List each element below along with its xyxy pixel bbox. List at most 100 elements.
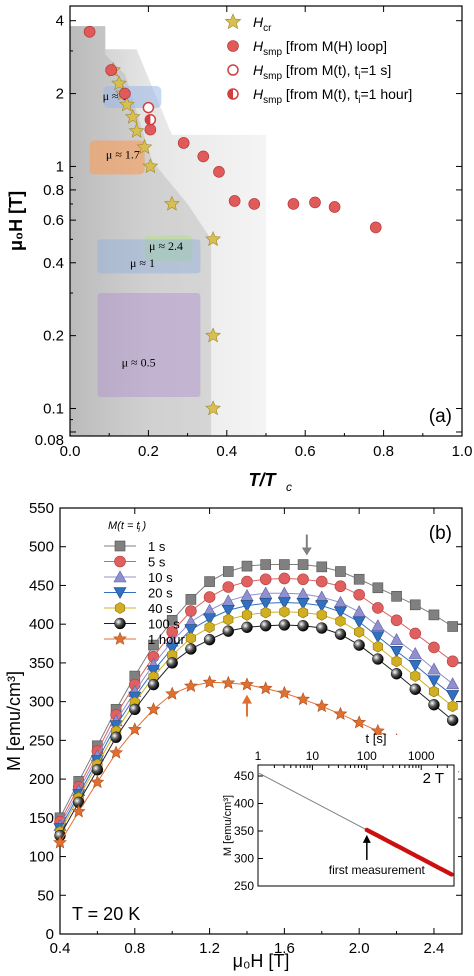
data-point-b [277, 597, 291, 610]
data-point-b [183, 678, 198, 693]
data-point-b [333, 606, 347, 619]
inset-x-axis-label: t [s] [366, 731, 387, 746]
legend-text-span: i [358, 71, 360, 82]
legend-title-sub: i [138, 525, 140, 534]
data-point-b [204, 621, 215, 634]
data-point-b [240, 677, 254, 691]
data-point-b [90, 774, 105, 789]
y-tick-label-b: 0 [46, 926, 54, 943]
legend-text-span: =1 hour] [360, 86, 412, 102]
data-point-b [409, 683, 421, 695]
data-point-b [314, 698, 329, 713]
legend-text-span: H [253, 38, 264, 54]
y-tick-label-a: 2 [56, 86, 64, 103]
inset-x-tick-label: 10 [306, 749, 320, 763]
data-point-b [241, 609, 253, 621]
series-line-b [59, 611, 453, 833]
inset-y-tick-label: 250 [234, 879, 254, 893]
data-point-b [446, 690, 460, 703]
mu-box-4 [97, 239, 201, 274]
y-tick-label-b: 550 [29, 500, 54, 517]
data-point-b [185, 605, 197, 617]
hsmp-circle-point [287, 198, 300, 210]
data-point-b [409, 599, 421, 611]
x-axis-label-b: μ₀H [T] [233, 951, 290, 971]
hsmp-circle-point [83, 25, 96, 38]
data-point-b [410, 670, 421, 682]
y-tick-label-b: 250 [29, 732, 54, 749]
y-tick-label-b: 500 [29, 539, 54, 556]
temperature-label: T = 20 K [72, 904, 140, 924]
legend-marker-open-circle [227, 64, 239, 76]
data-point-b [279, 559, 290, 570]
hsmp-circle-point [105, 64, 117, 76]
y-tick-label-a: 0.8 [43, 182, 64, 199]
hsmp-circle-point [213, 166, 225, 178]
hcr-star-point [205, 327, 221, 343]
y-tick-label-b: 450 [29, 577, 54, 594]
data-point-b [296, 692, 310, 706]
hsmp-circle-point [177, 137, 190, 149]
legend-text-span: smp [263, 95, 282, 106]
data-point-b [391, 655, 402, 668]
legend-label-b: 1 hour [148, 632, 186, 647]
data-point-b [372, 653, 384, 665]
panel-label-a: (a) [429, 406, 452, 427]
hcr-star-point [142, 158, 159, 174]
data-point-b [259, 620, 272, 632]
legend-label-b: 40 s [148, 601, 173, 616]
data-point-b [277, 685, 292, 700]
y-tick-label-b: 150 [29, 810, 54, 827]
data-point-b [147, 678, 160, 691]
y-tick-label-b: 400 [29, 616, 54, 633]
x-axis-label-a: T/T [249, 470, 278, 490]
y-tick-label-a: 0.1 [43, 401, 64, 418]
data-point-b [316, 622, 328, 634]
data-point-b [165, 686, 180, 700]
legend-title-b: M(t = t )i [108, 520, 147, 534]
data-point-b [409, 627, 422, 640]
legend-marker-star [224, 13, 242, 30]
legend-marker-b [114, 555, 126, 568]
data-point-b [203, 613, 217, 626]
data-point-b [241, 621, 253, 633]
data-point-b [428, 609, 440, 621]
legend-label-b: 5 s [148, 555, 166, 570]
inset-data-point [449, 872, 454, 877]
hsmp-circle-point [309, 196, 321, 209]
data-point-b [222, 566, 234, 577]
x-tick-label-a: 0.0 [60, 443, 81, 460]
data-point-b [223, 613, 234, 626]
data-point-b [390, 645, 404, 658]
legend-marker-half-fill [228, 89, 233, 99]
legend-label-b: 100 s [148, 617, 180, 632]
data-point-b [259, 573, 272, 586]
first-measurement-arrowhead [362, 834, 371, 843]
data-point-b [185, 594, 197, 605]
legend-marker-circle [227, 40, 239, 52]
hsmp-open-circle-point [142, 101, 155, 114]
hcr-star-point [205, 231, 221, 247]
data-point-b [372, 582, 384, 594]
legend-marker-b [113, 570, 127, 583]
data-point-b [221, 604, 235, 617]
data-point-b [297, 559, 309, 570]
data-point-b [391, 590, 402, 602]
data-point-b [408, 659, 422, 672]
inset-background [256, 735, 458, 892]
series-line-b [59, 601, 453, 829]
x-tick-label-a: 0.4 [216, 443, 237, 460]
data-point-b [390, 668, 403, 680]
legend-text-span: =1 s] [360, 62, 391, 78]
data-point-b [184, 624, 198, 637]
data-point-b [315, 575, 328, 588]
data-point-b [428, 699, 440, 711]
plot-frame-b [59, 507, 463, 935]
legend-label-b: 20 s [148, 586, 173, 601]
legend-text-span: H [253, 14, 264, 30]
data-point-b [109, 745, 124, 759]
data-point-b [202, 674, 217, 689]
data-point-b [370, 723, 385, 737]
legend-label-b: 10 s [148, 570, 173, 585]
